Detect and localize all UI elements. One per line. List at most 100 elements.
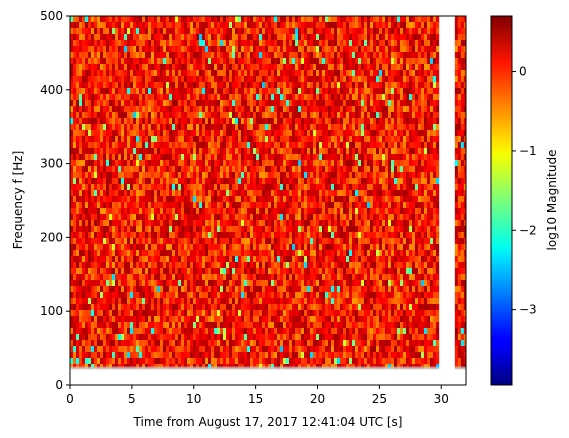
heatmap-cell bbox=[91, 196, 95, 203]
heatmap-cell bbox=[160, 166, 164, 173]
heatmap-cell bbox=[256, 316, 260, 323]
heatmap-cell bbox=[133, 52, 137, 59]
heatmap-cell bbox=[151, 316, 155, 323]
heatmap-cell bbox=[283, 16, 287, 23]
heatmap-cell bbox=[238, 268, 242, 275]
heatmap-cell bbox=[253, 160, 257, 167]
heatmap-cell bbox=[79, 304, 83, 311]
heatmap-cell bbox=[280, 298, 284, 305]
heatmap-cell bbox=[226, 340, 230, 347]
heatmap-cell bbox=[295, 88, 299, 95]
heatmap-cell bbox=[190, 208, 194, 215]
heatmap-cell bbox=[271, 286, 275, 293]
heatmap-cell bbox=[268, 214, 272, 221]
heatmap-cell bbox=[259, 364, 263, 369]
heatmap-cell bbox=[283, 244, 287, 251]
heatmap-cell bbox=[145, 136, 149, 143]
heatmap-cell bbox=[232, 262, 236, 269]
heatmap-cell bbox=[202, 22, 206, 29]
heatmap-cell bbox=[319, 166, 323, 173]
heatmap-cell bbox=[73, 238, 77, 245]
heatmap-cell bbox=[79, 160, 83, 167]
heatmap-cell bbox=[229, 166, 233, 173]
heatmap-cell bbox=[301, 232, 305, 239]
heatmap-cell bbox=[307, 328, 311, 335]
heatmap-cell bbox=[127, 340, 131, 347]
heatmap-cell bbox=[208, 136, 212, 143]
heatmap-cell bbox=[244, 358, 248, 365]
heatmap-cell bbox=[301, 46, 305, 53]
heatmap-cell bbox=[175, 298, 179, 305]
heatmap-cell bbox=[220, 232, 224, 239]
heatmap-cell bbox=[268, 226, 272, 233]
heatmap-cell bbox=[160, 82, 164, 89]
heatmap-cell bbox=[193, 52, 197, 59]
heatmap-cell bbox=[154, 358, 158, 365]
heatmap-cell bbox=[190, 304, 194, 311]
heatmap-cell bbox=[163, 184, 167, 191]
heatmap-cell bbox=[88, 94, 92, 101]
heatmap-cell bbox=[250, 202, 254, 209]
heatmap-cell bbox=[91, 250, 95, 257]
heatmap-cell bbox=[196, 34, 200, 41]
heatmap-cell bbox=[145, 268, 149, 275]
heatmap-cell bbox=[172, 232, 176, 239]
heatmap-cell bbox=[178, 298, 182, 305]
heatmap-cell bbox=[268, 232, 272, 239]
heatmap-cell bbox=[160, 298, 164, 305]
heatmap-cell bbox=[172, 100, 176, 107]
heatmap-cell bbox=[229, 352, 233, 359]
heatmap-cell bbox=[94, 310, 98, 317]
heatmap-cell bbox=[277, 226, 281, 233]
heatmap-cell bbox=[226, 124, 230, 131]
heatmap-cell bbox=[193, 262, 197, 269]
heatmap-cell bbox=[190, 214, 194, 221]
heatmap-cell bbox=[160, 304, 164, 311]
heatmap-cell bbox=[262, 364, 266, 369]
heatmap-cell bbox=[142, 244, 146, 251]
heatmap-cell bbox=[271, 34, 275, 41]
heatmap-cell bbox=[151, 364, 155, 369]
heatmap-cell bbox=[307, 250, 311, 257]
heatmap-cell bbox=[148, 340, 152, 347]
heatmap-cell bbox=[292, 214, 296, 221]
heatmap-cell bbox=[103, 268, 107, 275]
heatmap-cell bbox=[163, 160, 167, 167]
heatmap-cell bbox=[214, 286, 218, 293]
heatmap-cell bbox=[316, 130, 320, 137]
heatmap-cell bbox=[109, 178, 113, 185]
heatmap-cell bbox=[292, 34, 296, 41]
heatmap-cell bbox=[133, 70, 137, 77]
heatmap-cell bbox=[169, 244, 173, 251]
heatmap-cell bbox=[214, 256, 218, 263]
heatmap-cell bbox=[229, 184, 233, 191]
heatmap-cell bbox=[199, 70, 203, 77]
heatmap-cell bbox=[217, 28, 221, 35]
heatmap-cell bbox=[220, 364, 224, 369]
heatmap-cell bbox=[235, 280, 239, 287]
heatmap-cell bbox=[127, 22, 131, 29]
heatmap-cell bbox=[316, 136, 320, 143]
heatmap-cell bbox=[151, 76, 155, 83]
heatmap-cell bbox=[295, 136, 299, 143]
heatmap-cell bbox=[121, 232, 125, 239]
heatmap-cell bbox=[241, 52, 245, 59]
heatmap-cell bbox=[154, 106, 158, 113]
heatmap-cell bbox=[91, 334, 95, 341]
heatmap-cell bbox=[79, 52, 83, 59]
heatmap-cell bbox=[223, 352, 227, 359]
heatmap-cell bbox=[265, 292, 269, 299]
heatmap-cell bbox=[115, 352, 119, 359]
heatmap-cell bbox=[172, 76, 176, 83]
heatmap-cell bbox=[238, 346, 242, 353]
heatmap-cell bbox=[298, 40, 302, 47]
heatmap-cell bbox=[292, 310, 296, 317]
heatmap-cell bbox=[100, 244, 104, 251]
heatmap-cell bbox=[73, 94, 77, 101]
heatmap-cell bbox=[211, 64, 215, 71]
heatmap-cell bbox=[199, 262, 203, 269]
heatmap-cell bbox=[229, 268, 233, 275]
heatmap-cell bbox=[229, 70, 233, 77]
heatmap-cell bbox=[202, 40, 206, 47]
heatmap-cell bbox=[268, 340, 272, 347]
